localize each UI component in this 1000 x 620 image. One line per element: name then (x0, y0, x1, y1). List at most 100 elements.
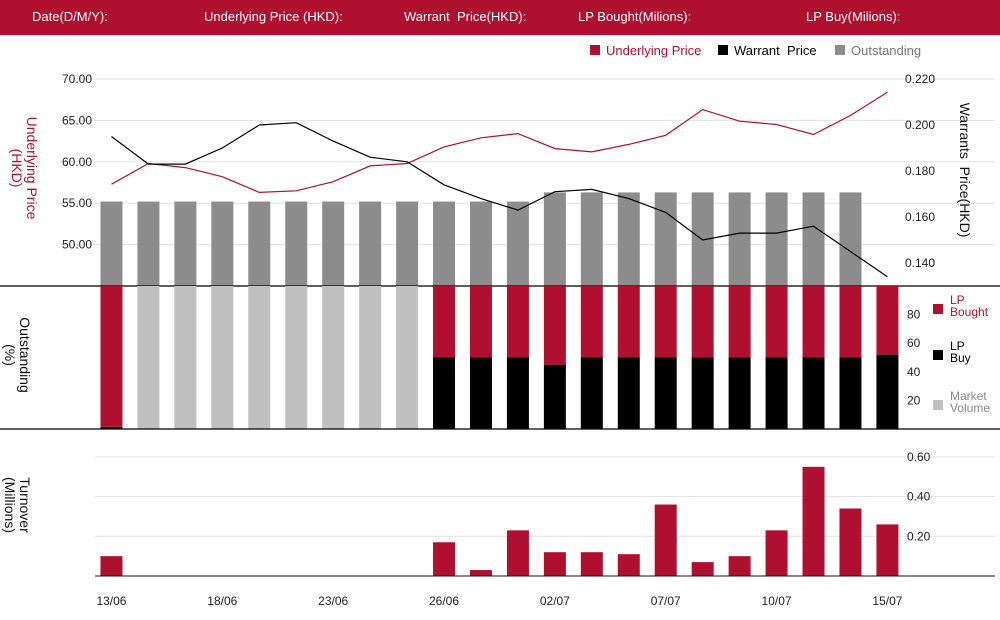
header-lp-bought-label: LP Bought(Milions): (578, 9, 692, 24)
header-bar: Date(D/M/Y): Underlying Price (HKD): War… (0, 0, 1000, 35)
mid-tick-label: 20 (907, 393, 921, 407)
lp-bought-bar (469, 286, 492, 358)
turnover-bar (654, 504, 677, 576)
turnover-bar (876, 524, 899, 576)
mid-tick-label: 40 (907, 365, 921, 379)
mid-legend-swatch (933, 400, 943, 410)
top-right-axis-title: Warrants Price(HKD) (957, 103, 973, 238)
mid-legend-label: Market Volume (950, 389, 990, 415)
top-right-tick-label: 0.140 (905, 256, 935, 270)
lp-bought-bar (728, 286, 751, 358)
mid-legend-label-line: Bought (950, 305, 989, 319)
top-left-tick-label: 55.00 (62, 196, 92, 210)
lp-bought-bar (100, 286, 123, 427)
lp-bought-bar (506, 286, 529, 358)
mid-axis-title: Outstanding(%) (2, 317, 33, 393)
top-legend-label: Underlying Price (606, 43, 701, 58)
outstanding-bar (506, 201, 529, 286)
x-tick-label: 10/07 (762, 594, 792, 608)
mid-tick-label: 60 (907, 336, 921, 350)
lp-bought-bar (654, 286, 677, 358)
market-volume-bar (174, 286, 197, 429)
lp-buy-bar (691, 357, 714, 429)
outstanding-bar (580, 192, 603, 286)
outstanding-bar (839, 192, 862, 286)
outstanding-bar (802, 192, 825, 286)
turnover-bar (802, 466, 825, 576)
mid-tick-label: 80 (907, 308, 921, 322)
market-volume-bar (396, 286, 419, 429)
turnover-bar (839, 508, 862, 576)
warrant-price-line (111, 122, 888, 278)
turnover-bar (617, 554, 640, 576)
outstanding-bar (322, 201, 345, 286)
turnover-bar (765, 530, 788, 576)
lp-buy-bar (506, 357, 529, 429)
lp-buy-bar (839, 357, 862, 429)
header-underlying-price-label: Underlying Price (HKD): (204, 9, 343, 24)
header-warrant-price-label: Warrant Price(HKD): (404, 9, 527, 24)
outstanding-bar (654, 192, 677, 286)
top-left-axis-title: Underlying Price(HKD) (9, 117, 40, 220)
header-lp-buy-label: LP Buy(Milions): (806, 9, 901, 24)
outstanding-bar (174, 201, 197, 286)
top-right-tick-label: 0.200 (905, 118, 935, 132)
market-volume-bar (322, 286, 345, 429)
outstanding-bar (285, 201, 308, 286)
turnover-bar (728, 556, 751, 576)
lp-buy-bar (543, 364, 566, 429)
market-volume-bar (248, 286, 271, 429)
top-legend-label: Warrant Price (734, 43, 817, 58)
lp-buy-bar (876, 354, 899, 429)
outstanding-bar (728, 192, 751, 286)
top-legend-swatch (835, 45, 845, 55)
underlying-price-line (111, 91, 888, 194)
mid-legend-label: LP Buy (950, 339, 971, 365)
top-left-tick-label: 50.00 (62, 238, 92, 252)
top-left-axis-title-line: (HKD) (9, 149, 25, 188)
mid-axis-title-line: Outstanding (17, 317, 33, 393)
market-volume-bar (137, 286, 160, 429)
mid-legend-label-line: Volume (950, 401, 990, 415)
x-tick-label: 18/06 (207, 594, 237, 608)
lp-bought-bar (691, 286, 714, 358)
lp-buy-bar (654, 357, 677, 429)
x-tick-label: 13/06 (96, 594, 126, 608)
market-volume-bar (285, 286, 308, 429)
lp-buy-bar (580, 357, 603, 429)
top-left-tick-label: 70.00 (62, 72, 92, 86)
top-legend-swatch (590, 45, 600, 55)
turnover-bar (691, 562, 714, 576)
top-right-tick-label: 0.160 (905, 210, 935, 224)
x-tick-label: 23/06 (318, 594, 348, 608)
top-left-axis-title-line: Underlying Price (24, 117, 40, 220)
turnover-bar (469, 570, 492, 576)
outstanding-bar (137, 201, 160, 286)
top-legend-swatch (718, 45, 728, 55)
bottom-tick-label: 0.40 (907, 490, 931, 504)
bottom-tick-label: 0.60 (907, 450, 931, 464)
mid-legend-label-line: Buy (950, 351, 971, 365)
lp-bought-bar (839, 286, 862, 358)
market-volume-bar (211, 286, 234, 429)
lp-buy-bar (765, 357, 788, 429)
lp-buy-bar (100, 426, 123, 429)
x-tick-label: 02/07 (540, 594, 570, 608)
outstanding-bar (765, 192, 788, 286)
top-left-tick-label: 65.00 (62, 113, 92, 127)
turnover-bar (506, 530, 529, 576)
lp-bought-bar (433, 286, 456, 358)
bottom-axis-title: Turnover(Millions) (2, 477, 33, 533)
outstanding-bar (691, 192, 714, 286)
turnover-bar (543, 552, 566, 576)
top-right-tick-label: 0.180 (905, 164, 935, 178)
bottom-axis-title-line: Turnover (17, 477, 33, 533)
x-tick-label: 26/06 (429, 594, 459, 608)
bottom-tick-label: 0.20 (907, 529, 931, 543)
lp-bought-bar (543, 286, 566, 365)
lp-buy-bar (802, 357, 825, 429)
x-tick-label: 15/07 (872, 594, 902, 608)
outstanding-bar (248, 201, 271, 286)
outstanding-bar (469, 201, 492, 286)
lp-buy-bar (617, 357, 640, 429)
